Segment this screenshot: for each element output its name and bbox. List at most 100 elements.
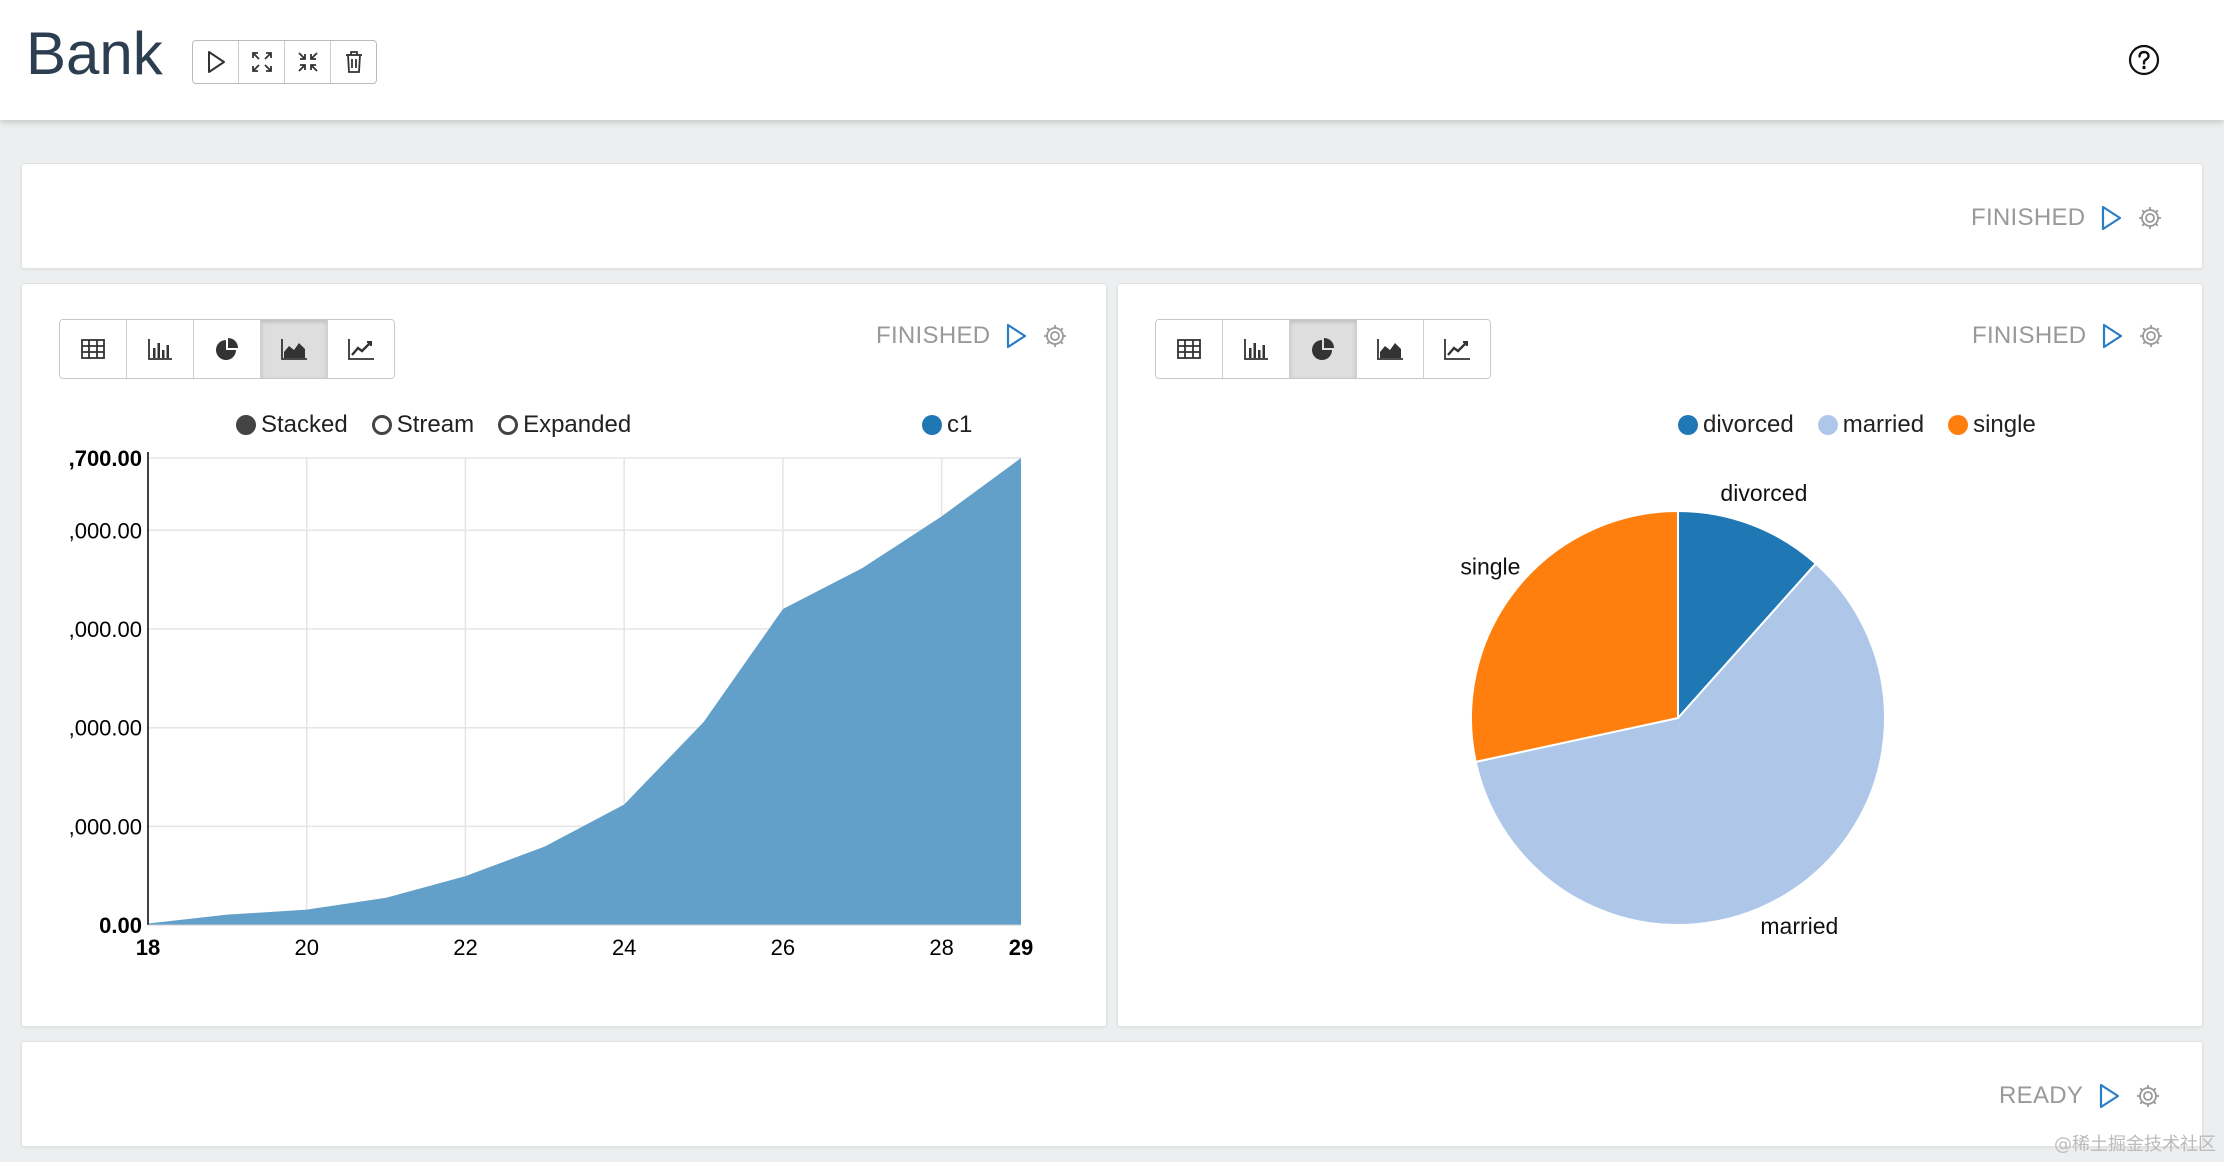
expanded-mode-option[interactable]: Expanded: [498, 411, 631, 439]
area-series-c1: [148, 458, 1021, 925]
expand-icon: [251, 52, 272, 72]
play-icon: [2103, 323, 2123, 349]
notebook-title: Bank: [26, 20, 163, 87]
gear-icon: [1044, 325, 1067, 347]
pie-chart-view-button[interactable]: [194, 320, 261, 378]
y-tick-label: ,700.00: [69, 446, 142, 471]
bar-chart-icon: [148, 339, 172, 360]
play-icon: [2100, 1083, 2120, 1109]
legend-item-divorced[interactable]: divorced: [1678, 411, 1794, 439]
mode-label: Stream: [396, 411, 475, 438]
radio-unselected-icon: [498, 415, 519, 435]
paragraph-settings-button[interactable]: [2138, 323, 2164, 349]
legend-label: c1: [947, 411, 973, 438]
y-tick-label: ,000.00: [69, 518, 142, 543]
paragraph-2: FINISHED Stacked Stream Expanded: [21, 283, 1107, 1027]
gear-icon: [2139, 207, 2162, 229]
run-paragraph-button[interactable]: [2100, 323, 2124, 349]
line-chart-view-button[interactable]: [1424, 320, 1490, 378]
stacked-mode-option[interactable]: Stacked: [236, 411, 348, 439]
pie-slice-married: [1474, 562, 1886, 926]
bar-chart-icon: [1244, 339, 1268, 360]
pie-slice-single: [1470, 509, 1679, 764]
run-paragraph-button[interactable]: [2099, 205, 2123, 231]
x-tick-label: 18: [136, 935, 160, 960]
visualization-toolbar: [1155, 319, 1491, 379]
table-view-button[interactable]: [1156, 320, 1223, 378]
x-tick-label: 29: [1009, 935, 1033, 960]
pie-label-divorced: divorced: [1720, 480, 1807, 506]
legend-label: divorced: [1703, 411, 1794, 438]
paragraph-status-area: FINISHED: [1972, 322, 2164, 350]
x-tick-label: 20: [294, 935, 318, 960]
visualization-toolbar: [59, 319, 395, 379]
watermark: @稀土掘金技术社区: [2054, 1134, 2216, 1155]
paragraph-status-area: FINISHED: [1971, 204, 2163, 232]
paragraph-status: READY: [1999, 1082, 2084, 1109]
x-tick-label: 24: [612, 935, 636, 960]
paragraph-status: FINISHED: [876, 322, 991, 349]
line-chart-view-button[interactable]: [328, 320, 394, 378]
hide-all-button[interactable]: [285, 41, 331, 83]
clear-output-button[interactable]: [331, 41, 376, 83]
paragraph-status-area: FINISHED: [876, 322, 1068, 350]
legend-item-married[interactable]: married: [1817, 411, 1925, 439]
legend-label: single: [1973, 411, 2036, 438]
area-chart-view-button[interactable]: [1357, 320, 1424, 378]
legend-swatch: [1817, 415, 1838, 435]
run-paragraph-button[interactable]: [1004, 323, 1028, 349]
paragraph-settings-button[interactable]: [2137, 205, 2163, 231]
gear-icon: [2140, 325, 2163, 347]
legend-swatch: [922, 415, 942, 435]
bar-chart-view-button[interactable]: [127, 320, 194, 378]
y-tick-label: ,000.00: [69, 814, 142, 839]
bar-chart-view-button[interactable]: [1223, 320, 1290, 378]
x-tick-label: 28: [929, 935, 953, 960]
pie-chart-view-button[interactable]: [1290, 320, 1357, 378]
paragraph-status: FINISHED: [1972, 322, 2087, 349]
line-chart-icon: [348, 339, 374, 360]
paragraph-3: FINISHED divorced married single: [1117, 283, 2203, 1027]
run-paragraph-button[interactable]: [2097, 1083, 2121, 1109]
paragraph-1: FINISHED: [21, 163, 2203, 269]
table-view-button[interactable]: [60, 320, 127, 378]
area-chart-icon: [281, 339, 307, 360]
table-icon: [81, 339, 105, 359]
paragraph-status: FINISHED: [1971, 204, 2086, 231]
pie-slice-divorced: [1677, 509, 1818, 721]
y-tick-label: 0.00: [99, 913, 142, 938]
table-icon: [1177, 339, 1201, 359]
notebook-toolbar: [192, 40, 377, 84]
radio-unselected-icon: [371, 415, 392, 435]
run-all-button[interactable]: [193, 41, 239, 83]
legend-item-single[interactable]: single: [1948, 411, 2036, 439]
play-icon: [1007, 323, 1027, 349]
pie-label-single: single: [1460, 554, 1520, 580]
legend-label: married: [1842, 411, 1925, 438]
stream-mode-option[interactable]: Stream: [371, 411, 475, 439]
paragraph-4: READY: [21, 1041, 2203, 1147]
x-tick-label: 26: [771, 935, 795, 960]
gear-icon: [2137, 1085, 2160, 1107]
paragraph-settings-button[interactable]: [1042, 323, 1068, 349]
pie-label-married: married: [1760, 913, 1838, 939]
pie-chart: divorced married single: [1460, 480, 1886, 939]
mode-label: Stacked: [261, 411, 348, 438]
legend-item-c1[interactable]: c1: [922, 411, 972, 439]
radio-selected-icon: [236, 415, 256, 435]
pie-legend: divorced married single: [1678, 411, 2060, 439]
paragraph-settings-button[interactable]: [2135, 1083, 2161, 1109]
play-icon: [2102, 205, 2122, 231]
show-all-button[interactable]: [239, 41, 285, 83]
x-tick-label: 22: [453, 935, 477, 960]
area-chart-view-button[interactable]: [261, 320, 328, 378]
notebook-header: Bank: [0, 0, 2224, 120]
trash-icon: [345, 51, 362, 73]
help-icon[interactable]: [2128, 44, 2160, 76]
legend-swatch: [1948, 415, 1969, 435]
legend-swatch: [1678, 415, 1698, 435]
y-tick-label: ,000.00: [69, 716, 142, 741]
series-legend: c1: [922, 411, 996, 439]
line-chart-icon: [1444, 339, 1470, 360]
pie-chart-icon: [216, 338, 238, 360]
